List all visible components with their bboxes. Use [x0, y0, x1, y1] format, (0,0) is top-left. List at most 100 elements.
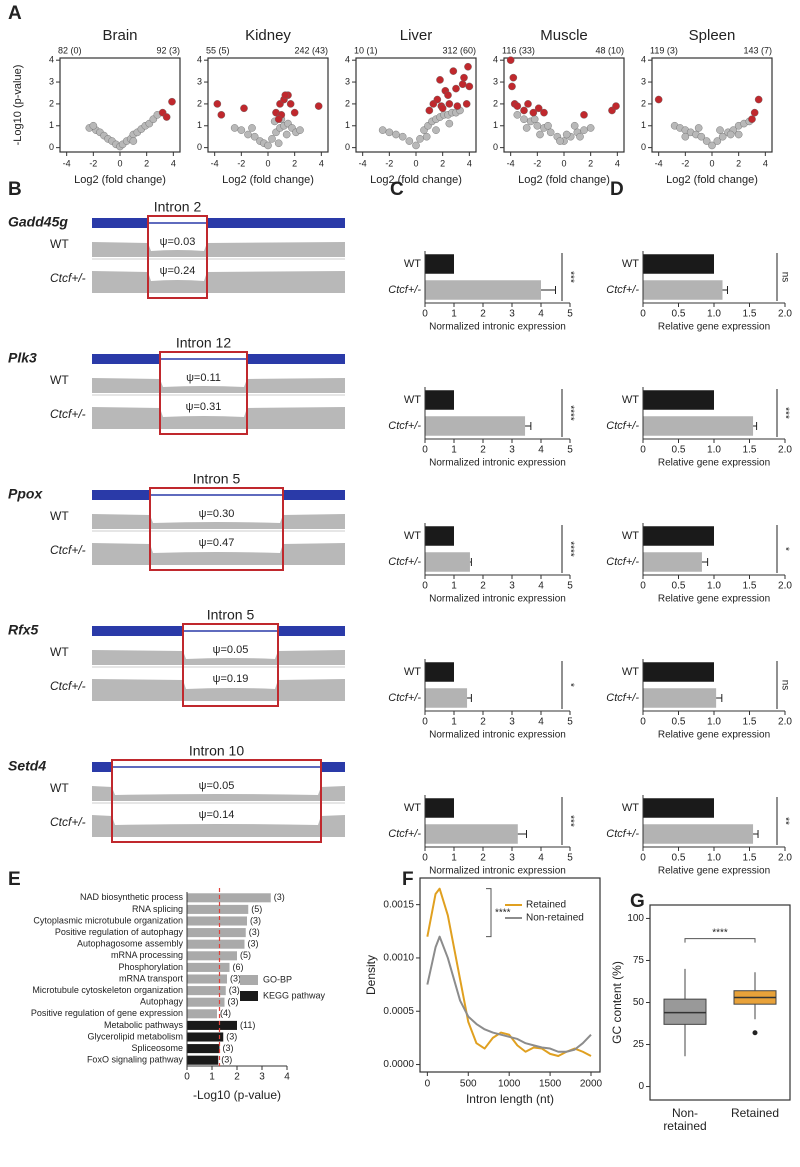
x-axis-label: Relative gene expression	[658, 322, 770, 333]
data-point	[250, 132, 259, 141]
panel-label: C	[390, 179, 404, 200]
data-point	[392, 130, 400, 139]
exon-bar	[92, 490, 150, 500]
panel-label: D	[610, 179, 624, 200]
x-tick-label: 5	[567, 445, 573, 456]
x-axis-label: Relative gene expression	[658, 458, 770, 469]
data-point	[240, 104, 248, 113]
data-point	[268, 135, 276, 143]
significance-label: ****	[495, 907, 511, 918]
x-tick-label: 0	[640, 445, 646, 456]
wt-track	[92, 650, 345, 665]
y-tick-label: 75	[633, 955, 645, 966]
data-point	[508, 82, 516, 91]
psi-label: ψ=0.19	[213, 673, 249, 685]
data-point	[462, 100, 471, 108]
legend-label: KEGG pathway	[263, 990, 326, 1000]
category-label: Ctcf+/-	[388, 284, 421, 296]
data-point	[506, 56, 515, 64]
y-tick-label: 0	[641, 142, 646, 152]
x-tick-label: 4	[284, 1072, 290, 1083]
y-tick-label: 0.0010	[383, 953, 414, 964]
intron-label: Intron 12	[176, 335, 231, 351]
category-label: Ctcf+/-	[388, 556, 421, 568]
plot-frame	[419, 877, 601, 1073]
intron-box	[147, 215, 208, 299]
bar	[643, 824, 754, 844]
track-label: Ctcf+/-	[50, 271, 86, 285]
data-point	[274, 139, 283, 148]
x-axis-label: Log2 (fold change)	[74, 174, 166, 186]
y-tick-label: 3	[345, 76, 350, 86]
y-tick-label: 4	[49, 55, 54, 65]
x-tick-label: 0	[422, 717, 428, 728]
plot-title: Kidney	[245, 27, 291, 44]
significance-label: ***	[564, 271, 575, 283]
plot-title: Liver	[400, 27, 433, 44]
wt-track	[92, 786, 345, 801]
significance-label: *	[779, 547, 790, 551]
x-tick-label: 1	[451, 445, 457, 456]
x-tick-label: 0	[117, 158, 122, 168]
bar	[187, 1044, 220, 1054]
x-tick-label: 2	[480, 445, 486, 456]
error-bar	[517, 830, 527, 838]
bar	[425, 798, 454, 818]
gene-name: Plk3	[8, 350, 37, 366]
data-point	[452, 84, 460, 93]
x-tick-label: 4	[538, 581, 544, 592]
exon-bar	[92, 626, 183, 636]
x-tick-label: 1	[451, 581, 457, 592]
bar	[187, 974, 227, 984]
significance-label: ns	[779, 272, 790, 283]
bar	[187, 939, 245, 949]
category-label: WT	[404, 802, 421, 814]
legend-swatch	[240, 975, 258, 985]
x-axis-label: Normalized intronic expression	[429, 866, 566, 877]
x-tick-label: 5	[567, 717, 573, 728]
x-tick-label: 0	[640, 853, 646, 864]
x-tick-label: 0	[561, 158, 566, 168]
intron-label: Intron 10	[189, 743, 244, 759]
error-bar	[469, 558, 472, 566]
track-label: Ctcf+/-	[50, 679, 86, 693]
bar	[187, 997, 225, 1007]
data-point	[529, 108, 538, 117]
category-label: Glycerolipid metabolism	[87, 1031, 183, 1041]
x-tick-label: 0	[640, 717, 646, 728]
category-label: WT	[404, 394, 421, 406]
data-point	[398, 132, 407, 141]
category-label: Ctcf+/-	[388, 828, 421, 840]
y-tick-label: 0	[638, 1081, 644, 1092]
x-axis-label: Intron length (nt)	[466, 1092, 554, 1106]
x-tick-label: 1.5	[743, 581, 757, 592]
track-label: WT	[50, 645, 69, 659]
significance-label: ****	[712, 927, 728, 938]
x-tick-label: -4	[655, 158, 663, 168]
x-tick-label: 2000	[580, 1079, 603, 1090]
x-tick-label: -4	[211, 158, 219, 168]
x-tick-label: -2	[533, 158, 541, 168]
category-label: NAD biosynthetic process	[80, 892, 184, 902]
x-tick-label: -4	[507, 158, 515, 168]
x-tick-label: 3	[259, 1072, 265, 1083]
data-point	[464, 62, 472, 71]
category-label: WT	[622, 394, 639, 406]
data-point	[286, 100, 295, 108]
data-point	[533, 121, 542, 130]
x-tick-label: -2	[237, 158, 245, 168]
data-point	[570, 121, 579, 130]
y-tick-label: 4	[641, 55, 646, 65]
legend-swatch	[240, 991, 258, 1001]
count-annotation: (3)	[274, 892, 285, 902]
x-tick-label: 3	[509, 581, 515, 592]
intron-box	[111, 759, 322, 843]
y-tick-label: 0.0015	[383, 899, 414, 910]
count-annotation: (6)	[233, 962, 244, 972]
x-tick-label: 1	[451, 717, 457, 728]
x-tick-label: 2	[588, 158, 593, 168]
x-tick-label: 1.5	[743, 853, 757, 864]
count-annotation: (3)	[249, 927, 260, 937]
count-annotation: (3)	[250, 915, 261, 925]
panel-label: E	[8, 869, 21, 890]
